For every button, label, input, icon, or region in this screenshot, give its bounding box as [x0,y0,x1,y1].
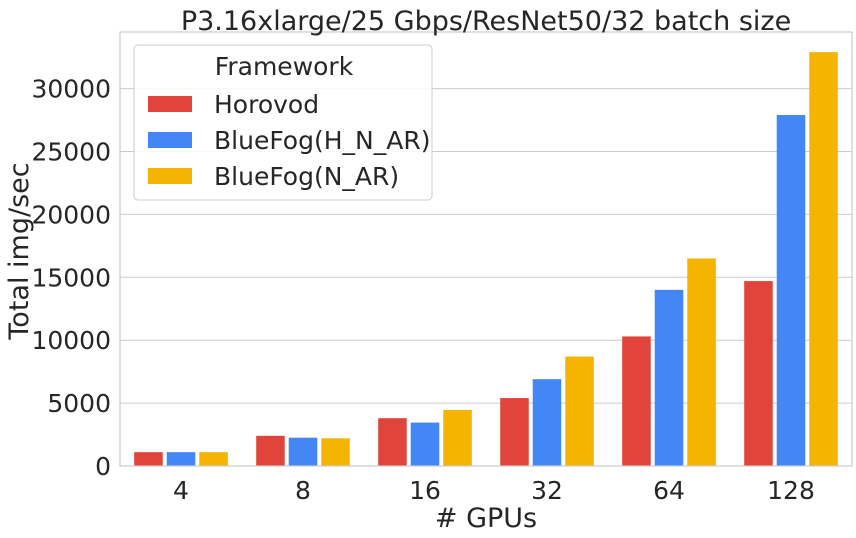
legend-swatch [148,168,192,184]
chart-title: P3.16xlarge/25 Gbps/ResNet50/32 batch si… [181,6,791,37]
legend-items: Horovod BlueFog(H_N_AR) BlueFog(N_AR) [148,90,430,191]
legend-label: BlueFog(H_N_AR) [214,126,430,155]
x-tick-label: 16 [409,476,441,505]
bar [654,289,684,466]
y-tick-label: 30000 [31,75,111,104]
bar [622,336,651,466]
bar [532,379,562,466]
y-tick-label: 15000 [31,263,111,292]
x-tick-label: 32 [531,476,563,505]
legend-swatch [148,96,192,112]
bar [565,356,594,466]
bar [776,115,806,466]
bar [410,422,440,466]
x-tick-label: 64 [653,476,685,505]
x-tick-label: 128 [767,476,815,505]
bar [809,52,838,467]
bar [687,258,716,466]
bar [321,438,350,466]
bar [199,452,228,466]
legend-swatch [148,132,192,148]
legend-label: Horovod [214,90,319,119]
bar [443,410,472,466]
y-tick-label: 0 [95,452,111,481]
bar [256,435,285,466]
bar [500,398,529,466]
plot-frame [119,31,853,467]
legend: Framework Horovod BlueFog(H_N_AR) BlueFog(… [133,44,433,201]
bars [134,52,838,467]
bar [166,452,196,466]
x-tick-label: 4 [173,476,189,505]
x-axis-label: # GPUs [435,503,537,534]
y-tick-label: 5000 [47,389,111,418]
legend-title: Framework [215,52,354,81]
x-tick-label: 8 [295,476,311,505]
bar [288,437,318,466]
y-tick-label: 20000 [31,200,111,229]
legend-label: BlueFog(N_AR) [214,162,399,191]
bar [134,452,163,466]
axes: 0 5000 10000 15000 20000 25000 30000 4 8 16 32 64 12… [31,31,853,505]
y-tick-label: 25000 [31,138,111,167]
y-axis-label: Total img/sec [4,162,35,340]
y-tick-label: 10000 [31,326,111,355]
legend-box [133,44,433,201]
bar [378,418,407,466]
bar [744,281,773,466]
